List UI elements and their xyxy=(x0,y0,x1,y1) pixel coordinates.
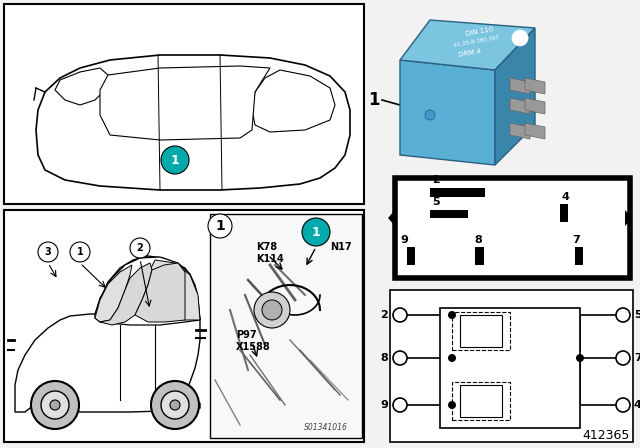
Text: 1: 1 xyxy=(215,219,225,233)
Polygon shape xyxy=(525,123,545,139)
Polygon shape xyxy=(15,256,200,412)
Polygon shape xyxy=(95,257,200,325)
Text: 4: 4 xyxy=(562,192,570,202)
Text: 8: 8 xyxy=(380,353,388,363)
Polygon shape xyxy=(388,210,395,226)
Text: 1: 1 xyxy=(369,91,380,109)
Polygon shape xyxy=(510,123,530,139)
Bar xyxy=(4,210,364,442)
Circle shape xyxy=(576,354,584,362)
Circle shape xyxy=(31,381,79,429)
Polygon shape xyxy=(510,98,530,114)
Text: 2: 2 xyxy=(380,310,388,320)
Polygon shape xyxy=(148,260,200,320)
Text: 61.35-8-380 197: 61.35-8-380 197 xyxy=(453,35,499,48)
Circle shape xyxy=(41,391,69,419)
Bar xyxy=(575,247,583,265)
Text: DRM 4: DRM 4 xyxy=(458,48,482,58)
Text: 8: 8 xyxy=(474,235,482,245)
Circle shape xyxy=(254,292,290,328)
Text: 1: 1 xyxy=(171,154,179,167)
Polygon shape xyxy=(510,78,530,94)
Bar xyxy=(452,312,510,350)
Bar xyxy=(560,204,568,222)
Bar xyxy=(475,247,484,265)
Text: K78
K114: K78 K114 xyxy=(256,242,284,263)
Polygon shape xyxy=(525,98,545,114)
Circle shape xyxy=(151,381,199,429)
Circle shape xyxy=(448,401,456,409)
Bar xyxy=(4,4,364,204)
Circle shape xyxy=(512,30,528,46)
Circle shape xyxy=(616,308,630,322)
Polygon shape xyxy=(100,66,270,140)
Polygon shape xyxy=(36,55,350,190)
Text: 7: 7 xyxy=(634,353,640,363)
Bar xyxy=(390,290,633,442)
Bar xyxy=(407,247,415,265)
Text: 1: 1 xyxy=(77,247,83,257)
Circle shape xyxy=(616,351,630,365)
Polygon shape xyxy=(252,70,335,132)
Polygon shape xyxy=(55,68,108,105)
Circle shape xyxy=(130,238,150,258)
Text: 4: 4 xyxy=(634,400,640,410)
Bar xyxy=(440,308,580,428)
Polygon shape xyxy=(495,28,535,165)
Bar xyxy=(460,385,502,417)
Circle shape xyxy=(616,398,630,412)
Bar xyxy=(430,210,468,218)
Polygon shape xyxy=(400,20,535,70)
Text: 2: 2 xyxy=(432,175,440,185)
Text: 5: 5 xyxy=(432,197,440,207)
Circle shape xyxy=(425,110,435,120)
Circle shape xyxy=(393,398,407,412)
Circle shape xyxy=(70,242,90,262)
Circle shape xyxy=(170,400,180,410)
Text: DIN 110: DIN 110 xyxy=(465,26,495,37)
Text: 5: 5 xyxy=(634,310,640,320)
Polygon shape xyxy=(100,263,152,325)
Text: 2: 2 xyxy=(136,243,143,253)
Polygon shape xyxy=(625,210,632,226)
Text: P97
X1588: P97 X1588 xyxy=(236,330,271,352)
Circle shape xyxy=(262,300,282,320)
Circle shape xyxy=(50,400,60,410)
Circle shape xyxy=(448,354,456,362)
Text: 9: 9 xyxy=(400,235,408,245)
Bar xyxy=(460,315,502,347)
Polygon shape xyxy=(95,265,132,322)
Text: S01341016: S01341016 xyxy=(304,423,348,432)
Polygon shape xyxy=(400,60,495,165)
Circle shape xyxy=(161,146,189,174)
Polygon shape xyxy=(135,263,185,322)
Text: 1: 1 xyxy=(312,225,321,238)
Circle shape xyxy=(302,218,330,246)
Text: 7: 7 xyxy=(572,235,580,245)
Text: 9: 9 xyxy=(380,400,388,410)
Bar xyxy=(452,382,510,420)
Text: 412365: 412365 xyxy=(582,429,630,442)
Circle shape xyxy=(393,308,407,322)
Bar xyxy=(430,188,485,197)
Circle shape xyxy=(161,391,189,419)
Circle shape xyxy=(208,214,232,238)
Text: 3: 3 xyxy=(45,247,51,257)
Circle shape xyxy=(393,351,407,365)
Bar xyxy=(395,178,630,278)
Circle shape xyxy=(38,242,58,262)
Text: N17: N17 xyxy=(330,242,351,252)
Polygon shape xyxy=(525,78,545,94)
Circle shape xyxy=(448,311,456,319)
Bar xyxy=(210,214,362,438)
